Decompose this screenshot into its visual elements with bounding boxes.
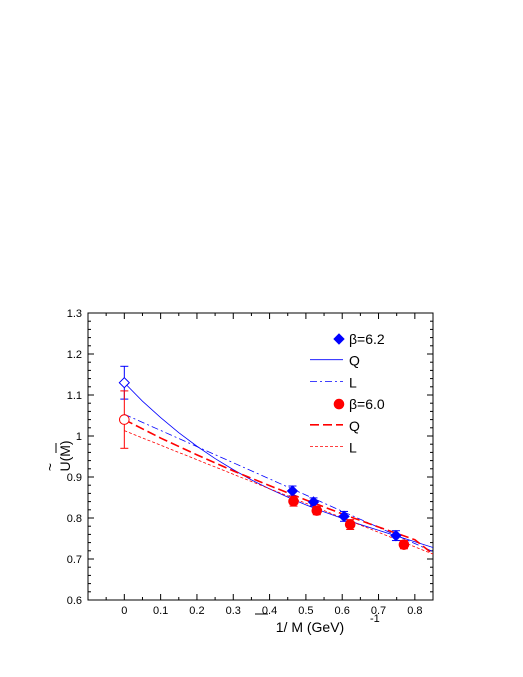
axis-tick-labels: 0 0.1 0.2 0.3 0.4 0.5 0.6 0.7 0.8 0.6 0.7 0.8 0.9 1 1.… <box>67 308 423 617</box>
y-tick-label: 1.1 <box>67 390 82 402</box>
data-point <box>338 510 350 523</box>
x-tick-label: 0.4 <box>262 605 277 617</box>
legend-label: β=6.0 <box>349 396 385 412</box>
y-tick-label: 1 <box>76 431 82 443</box>
extrapolated-point <box>118 376 131 389</box>
x-tick-label: 0.5 <box>298 605 313 617</box>
series-line-4 <box>123 418 433 555</box>
y-axis-label-tilde: ~ <box>42 463 58 471</box>
y-tick-label: 0.9 <box>67 472 82 484</box>
y-axis-label: U(M) <box>57 440 73 471</box>
fit-curves <box>123 382 433 555</box>
y-tick-label: 0.7 <box>67 554 82 566</box>
data-point <box>390 529 402 542</box>
axis-ticks <box>88 312 434 601</box>
data-point <box>288 495 299 507</box>
legend-marker <box>333 398 345 410</box>
x-axis-label-superscript: -1 <box>370 613 380 625</box>
data-markers <box>118 365 410 550</box>
x-tick-label: 0.2 <box>189 605 204 617</box>
data-point <box>311 505 323 516</box>
legend-label: β=6.2 <box>349 331 385 347</box>
x-tick-label: 0.1 <box>153 605 168 617</box>
extrapolated-point <box>119 414 130 425</box>
legend-label: L <box>349 440 357 456</box>
series-line-5 <box>124 430 433 555</box>
series-line-2 <box>124 413 433 552</box>
y-axis-title: U(M) ~ <box>42 440 73 471</box>
data-point <box>398 539 410 550</box>
plot-area: 0 0.1 0.2 0.3 0.4 0.5 0.6 0.7 0.8 0.6 0.7 0.8 0.9 1 1.… <box>67 308 434 617</box>
legend-label: L <box>349 374 357 390</box>
x-axis-title: 1/ M (GeV) -1 <box>255 613 380 635</box>
plot-frame <box>87 312 434 601</box>
x-tick-label: 0 <box>121 605 127 617</box>
y-tick-label: 0.6 <box>67 595 82 607</box>
x-tick-label: 0.6 <box>335 605 350 617</box>
data-point <box>344 519 356 530</box>
x-tick-label: 0.3 <box>226 605 241 617</box>
legend-label: Q <box>349 353 360 369</box>
x-tick-label: 0.7 <box>371 605 386 617</box>
x-tick-label: 0.8 <box>407 605 422 617</box>
series-line-1 <box>124 382 433 548</box>
y-tick-label: 0.8 <box>67 513 82 525</box>
legend-marker <box>333 333 345 345</box>
y-tick-label: 1.2 <box>67 349 82 361</box>
legend-label: Q <box>349 418 360 434</box>
x-axis-label: 1/ M (GeV) <box>276 619 344 635</box>
y-tick-label: 1.3 <box>67 308 82 320</box>
